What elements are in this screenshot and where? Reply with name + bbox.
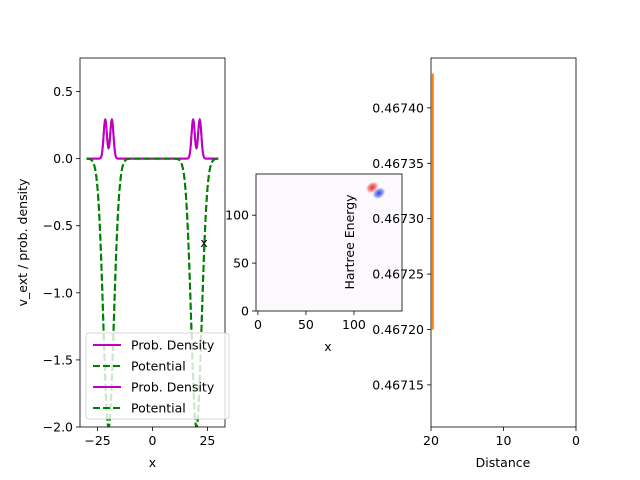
- plot3-xtick-label: 20: [423, 433, 439, 448]
- plot1-xtick-label: 0: [149, 433, 157, 448]
- plot3-ytick-label: 0.46735: [372, 156, 424, 171]
- heatmap-negative-blob: [371, 186, 387, 200]
- plot3-xtick-label: 10: [496, 433, 512, 448]
- legend-entry-label: Potential: [131, 401, 186, 416]
- plot1-ytick-label: −0.5: [43, 218, 73, 233]
- plot1-ylabel: v_ext / prob. density: [15, 178, 30, 306]
- plot1-xtick-label: 25: [199, 433, 215, 448]
- plot3-ylabel: Hartree Energy: [342, 194, 357, 290]
- plot3-ytick-label: 0.46730: [372, 211, 424, 226]
- plot3-xlabel: Distance: [476, 455, 531, 470]
- plot3-frame: [430, 57, 577, 428]
- plot1-xtick-label: −25: [84, 433, 110, 448]
- legend-entry-label: Prob. Density: [131, 380, 215, 395]
- plot1-ytick-label: −2.0: [43, 420, 73, 435]
- plot3-ytick-label: 0.46720: [372, 322, 424, 337]
- plot2-xtick-label: 50: [298, 317, 314, 332]
- plot3-xtick-label: 0: [572, 433, 580, 448]
- plot3-ytick-label: 0.46715: [372, 377, 424, 392]
- plot2-ytick-label: 50: [233, 256, 249, 271]
- legend-entry-label: Prob. Density: [131, 338, 215, 353]
- plot1-legend: Prob. Density Potential Prob. Density Poten…: [85, 332, 230, 420]
- plot2-ytick-label: 0: [241, 304, 249, 319]
- plot1-ytick-label: 0.5: [53, 84, 73, 99]
- plot1-annotation: x: [200, 235, 207, 250]
- plot1-ytick-label: −1.5: [43, 352, 73, 367]
- plot2-xtick-label: 0: [254, 317, 262, 332]
- density-line-2: [86, 117, 219, 160]
- legend-box: [85, 332, 230, 420]
- plot1-ytick-label: 0.0: [53, 151, 73, 166]
- plot1-ytick-label: −1.0: [43, 285, 73, 300]
- density-heatmap-plot: 0 50 100 0 50 100 x: [225, 173, 403, 354]
- plot3-ytick-label: 0.46740: [372, 100, 424, 115]
- hartree-energy-plot: 20 10 00.467150.467200.467250.467300.46735…: [342, 57, 580, 470]
- legend-entry-label: Potential: [131, 359, 186, 374]
- plot3-ytick-label: 0.46725: [372, 267, 424, 282]
- plot2-xtick-label: 100: [342, 317, 366, 332]
- plot2-xlabel: x: [324, 339, 331, 354]
- potential-density-plot: −25 0 25 −2.0 −1.5 −1.0 −0.5 0.0 0.5 x v_ext / p…: [15, 57, 230, 470]
- plot2-ytick-label: 100: [225, 208, 249, 223]
- plot1-frame: [79, 57, 226, 428]
- plot1-xlabel: x: [149, 455, 156, 470]
- plot2-frame: [255, 173, 403, 312]
